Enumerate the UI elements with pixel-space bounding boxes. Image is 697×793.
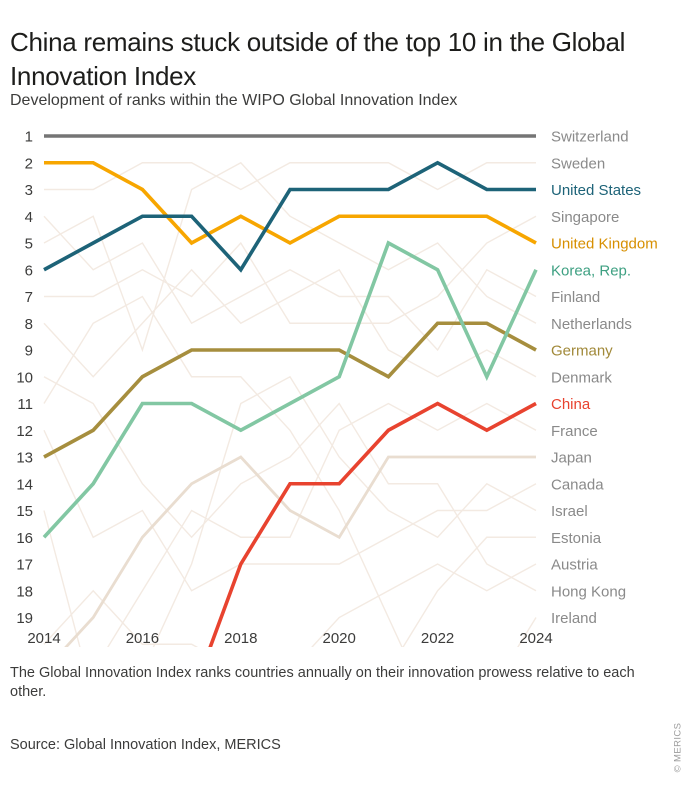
country-labels: Sweden Singapore Finland Netherlands Denmark… [551, 129, 658, 628]
country-label-switzerland: Switzerland [551, 129, 629, 146]
y-axis-tick: 3 [25, 182, 33, 199]
country-label-germany: Germany [551, 343, 613, 360]
y-axis-tick: 9 [25, 343, 33, 360]
country-label-hong-kong: Hong Kong [551, 583, 626, 600]
country-label-united-kingdom: United Kingdom [551, 236, 658, 253]
background-rank-lines [43, 161, 537, 647]
country-label-finland: Finland [551, 289, 600, 306]
rank-line-germany [43, 321, 537, 459]
y-axis-tick: 15 [16, 503, 33, 520]
y-axis-tick: 11 [17, 396, 33, 413]
rank-line-estonia [402, 536, 536, 647]
rank-line-denmark [43, 268, 537, 378]
x-axis-tick: 2022 [421, 630, 454, 647]
y-axis-tick: 18 [16, 583, 33, 600]
y-axis-tick: 16 [16, 530, 33, 547]
x-axis-year-labels: 2014 2016 2018 2020 2022 2024 [27, 630, 552, 647]
y-axis-tick: 7 [25, 289, 33, 306]
y-axis-tick: 14 [16, 476, 33, 493]
y-axis-tick: 4 [25, 209, 33, 226]
rank-line-ireland [43, 295, 537, 647]
footnote: The Global Innovation Index ranks countr… [10, 665, 635, 700]
x-axis-tick: 2016 [126, 630, 159, 647]
x-axis-tick: 2020 [323, 630, 356, 647]
rank-line-hong-kong [43, 376, 537, 592]
rank-line-sweden [44, 162, 536, 191]
x-axis-tick: 2018 [224, 630, 257, 647]
highlighted-rank-lines [42, 134, 538, 647]
country-label-estonia: Estonia [551, 530, 602, 547]
country-label-china: China [551, 396, 591, 413]
rank-line-korea-rep [42, 240, 538, 539]
country-label-japan: Japan [551, 450, 592, 467]
y-axis-tick: 10 [16, 369, 33, 386]
y-axis-tick: 13 [16, 450, 33, 467]
y-axis-tick: 1 [25, 129, 33, 146]
country-label-singapore: Singapore [551, 209, 619, 226]
rank-line-austria [43, 563, 537, 647]
country-label-sweden: Sweden [551, 155, 605, 172]
rank-line-israel [43, 375, 537, 647]
y-axis-tick: 6 [25, 262, 33, 279]
country-label-austria: Austria [551, 557, 598, 574]
merics-watermark: © MERICS [672, 722, 684, 773]
chart-subtitle: Development of ranks within the WIPO Glo… [10, 92, 458, 109]
x-axis-tick: 2014 [27, 630, 60, 647]
country-label-united-states: United States [551, 182, 641, 199]
rank-line-united-states [43, 160, 536, 273]
source-line: Source: Global Innovation Index, MERICS [10, 737, 281, 753]
y-axis-tick: 5 [25, 236, 33, 253]
country-label-denmark: Denmark [551, 369, 612, 386]
rank-line-united-kingdom [44, 160, 537, 246]
y-axis-tick: 12 [16, 423, 33, 440]
country-label-korea-rep: Korea, Rep. [551, 262, 631, 279]
x-axis-tick: 2024 [519, 630, 552, 647]
rank-line-china [208, 401, 537, 647]
y-axis-tick: 2 [25, 155, 33, 172]
country-label-ireland: Ireland [551, 610, 597, 627]
country-label-france: France [551, 423, 598, 440]
y-axis-tick: 8 [25, 316, 33, 333]
rank-line-japan [64, 455, 536, 647]
rank-line-singapore [44, 215, 537, 324]
page-title: China remains stuck outside of the top 1… [10, 27, 626, 92]
country-label-netherlands: Netherlands [551, 316, 632, 333]
y-axis-tick: 17 [16, 557, 33, 574]
country-label-israel: Israel [551, 503, 588, 520]
country-label-canada: Canada [551, 476, 604, 493]
rank-line-france [107, 402, 537, 647]
y-axis-tick: 19 [16, 610, 33, 627]
